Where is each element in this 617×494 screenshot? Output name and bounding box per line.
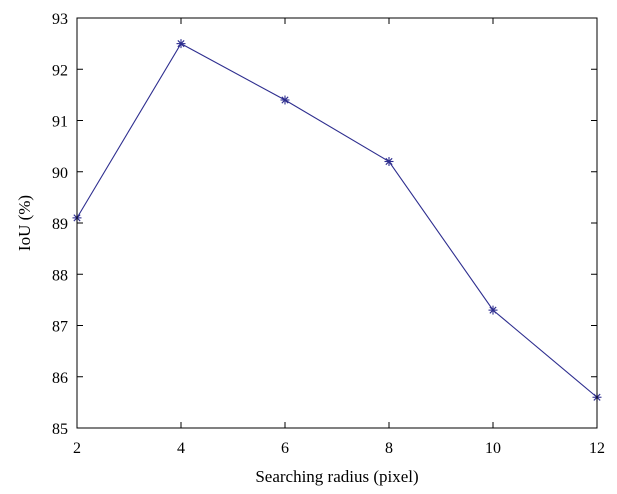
- x-axis-label: Searching radius (pixel): [255, 467, 418, 486]
- axes-frame: [76, 17, 598, 429]
- x-tick-label: 12: [589, 440, 605, 457]
- y-tick-label: 86: [52, 370, 68, 387]
- data-point-marker: [488, 305, 498, 315]
- x-tick-label: 6: [281, 440, 289, 457]
- series-line: [76, 42, 598, 398]
- y-axis-label: IoU (%): [15, 195, 34, 251]
- y-tick-label: 93: [52, 11, 68, 28]
- data-point-marker: [280, 95, 290, 105]
- x-tick-label: 8: [385, 440, 393, 457]
- y-tick-label: 87: [52, 319, 68, 336]
- data-point-marker: [384, 157, 394, 166]
- x-tick-label: 2: [73, 440, 81, 457]
- y-tick-label: 92: [52, 62, 68, 79]
- y-tick-label: 90: [52, 165, 68, 182]
- y-tick-label: 89: [52, 216, 68, 233]
- y-tick-label: 91: [52, 114, 68, 131]
- data-point-marker: [176, 39, 186, 49]
- x-tick-label: 4: [177, 440, 185, 457]
- y-tick-label: 85: [52, 421, 68, 438]
- x-tick-label: 10: [485, 440, 501, 457]
- y-tick-label: 88: [52, 267, 68, 284]
